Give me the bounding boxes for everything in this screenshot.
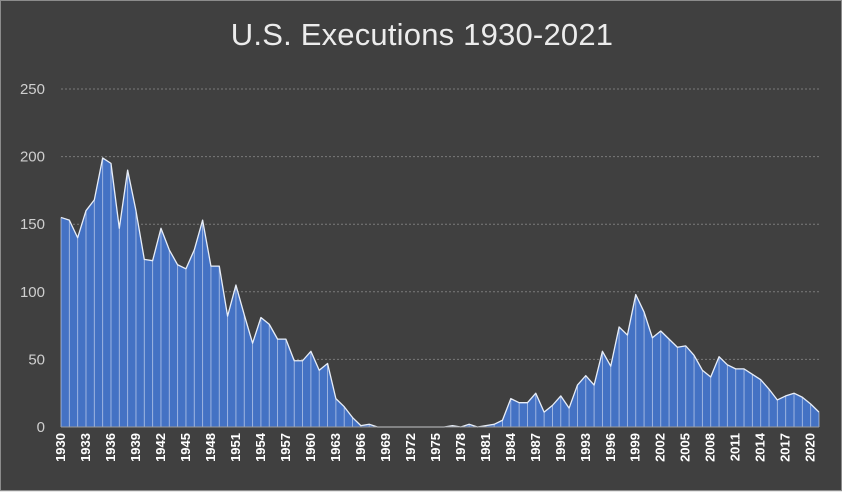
y-axis-ticks: 0 50 100 150 200 250 <box>20 81 45 436</box>
x-tick-label: 1990 <box>553 433 568 462</box>
x-tick-label: 1939 <box>128 433 143 462</box>
x-tick-label: 1978 <box>453 433 468 462</box>
year-dividers <box>60 157 820 427</box>
x-tick-label: 1957 <box>278 433 293 462</box>
x-tick-label: 2008 <box>703 433 718 462</box>
x-tick-label: 1981 <box>478 433 493 462</box>
x-tick-label: 1993 <box>578 433 593 462</box>
x-axis-ticks: 1930 1933 1936 1939 1942 1945 1948 1951 1954 1957… <box>53 432 818 462</box>
area-fill <box>61 157 819 427</box>
x-tick-label: 2017 <box>778 433 793 462</box>
x-tick-label: 1942 <box>153 433 168 462</box>
y-tick-label: 200 <box>20 149 45 166</box>
chart-title: U.S. Executions 1930-2021 <box>230 17 614 52</box>
x-tick-label: 1954 <box>253 432 268 462</box>
x-tick-label: 2005 <box>678 433 693 462</box>
series-outline <box>60 157 820 428</box>
x-tick-label: 2011 <box>728 433 743 461</box>
y-tick-label: 100 <box>20 284 45 301</box>
x-tick-label: 1987 <box>528 433 543 462</box>
x-tick-label: 1960 <box>303 433 318 462</box>
x-tick-label: 1966 <box>353 433 368 462</box>
x-tick-label: 1972 <box>403 433 418 462</box>
y-tick-label: 50 <box>28 351 45 368</box>
x-tick-label: 1945 <box>178 433 193 462</box>
x-tick-label: 1969 <box>378 433 393 462</box>
x-tick-label: 1933 <box>78 433 93 462</box>
x-tick-label: 2014 <box>753 432 768 462</box>
y-tick-label: 0 <box>37 419 45 436</box>
y-tick-label: 250 <box>20 81 45 98</box>
x-tick-label: 1999 <box>628 433 643 462</box>
x-tick-label: 1975 <box>428 433 443 462</box>
x-tick-label: 1948 <box>203 433 218 462</box>
y-tick-label: 150 <box>20 216 45 233</box>
x-tick-label: 1996 <box>603 433 618 462</box>
area-series <box>61 157 819 427</box>
x-tick-label: 1984 <box>503 432 518 462</box>
x-tick-label: 2002 <box>653 433 668 462</box>
x-tick-label: 1951 <box>228 433 243 462</box>
x-tick-label: 1930 <box>53 433 68 462</box>
x-tick-label: 1936 <box>103 433 118 462</box>
x-tick-label: 1963 <box>328 433 343 462</box>
x-tick-label: 2020 <box>803 433 818 462</box>
